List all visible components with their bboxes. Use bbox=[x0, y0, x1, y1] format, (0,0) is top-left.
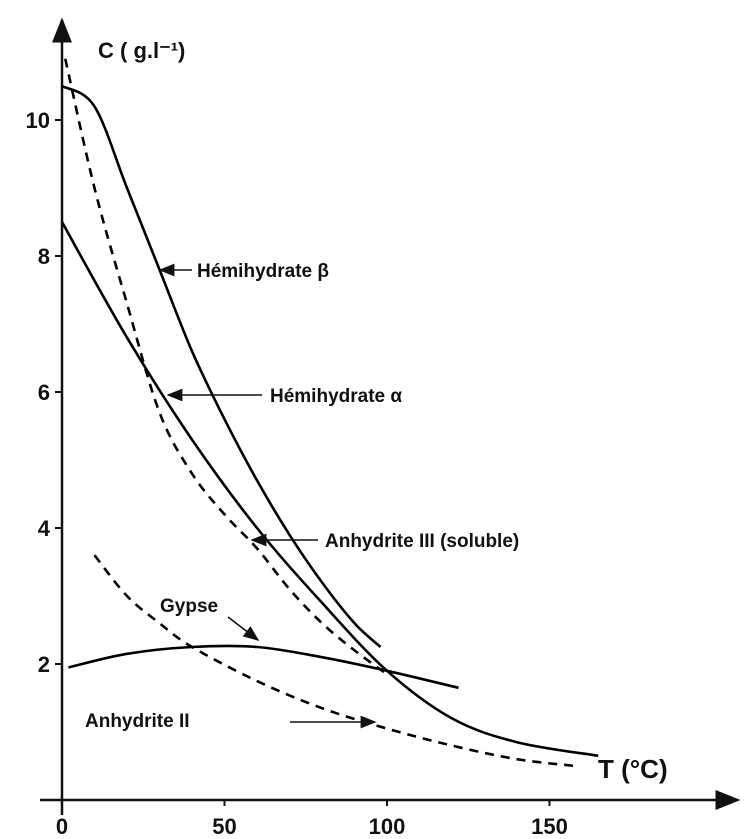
series-label: Anhydrite II bbox=[85, 711, 190, 732]
curve bbox=[60, 221, 599, 758]
y-tick-label: 2 bbox=[38, 652, 50, 677]
label-arrow bbox=[227, 616, 260, 641]
series-label: Anhydrite III (soluble) bbox=[325, 531, 519, 552]
y-tick-label: 4 bbox=[38, 516, 51, 541]
series-label: Hémihydrate α bbox=[270, 386, 402, 407]
y-tick-label: 10 bbox=[26, 108, 50, 133]
x-tick-label: 100 bbox=[369, 814, 406, 839]
x-tick-label: 0 bbox=[56, 814, 68, 839]
series-label: Gypse bbox=[160, 596, 218, 617]
series-label: Hémihydrate β bbox=[197, 261, 329, 282]
x-tick-label: 50 bbox=[212, 814, 236, 839]
curve bbox=[68, 644, 459, 690]
x-axis-label: T (°C) bbox=[598, 754, 668, 784]
x-tick-label: 150 bbox=[531, 814, 568, 839]
y-tick-label: 8 bbox=[38, 244, 50, 269]
y-tick-label: 6 bbox=[38, 380, 50, 405]
curve bbox=[61, 84, 382, 648]
y-axis-label: C ( g.l⁻¹) bbox=[98, 38, 185, 63]
